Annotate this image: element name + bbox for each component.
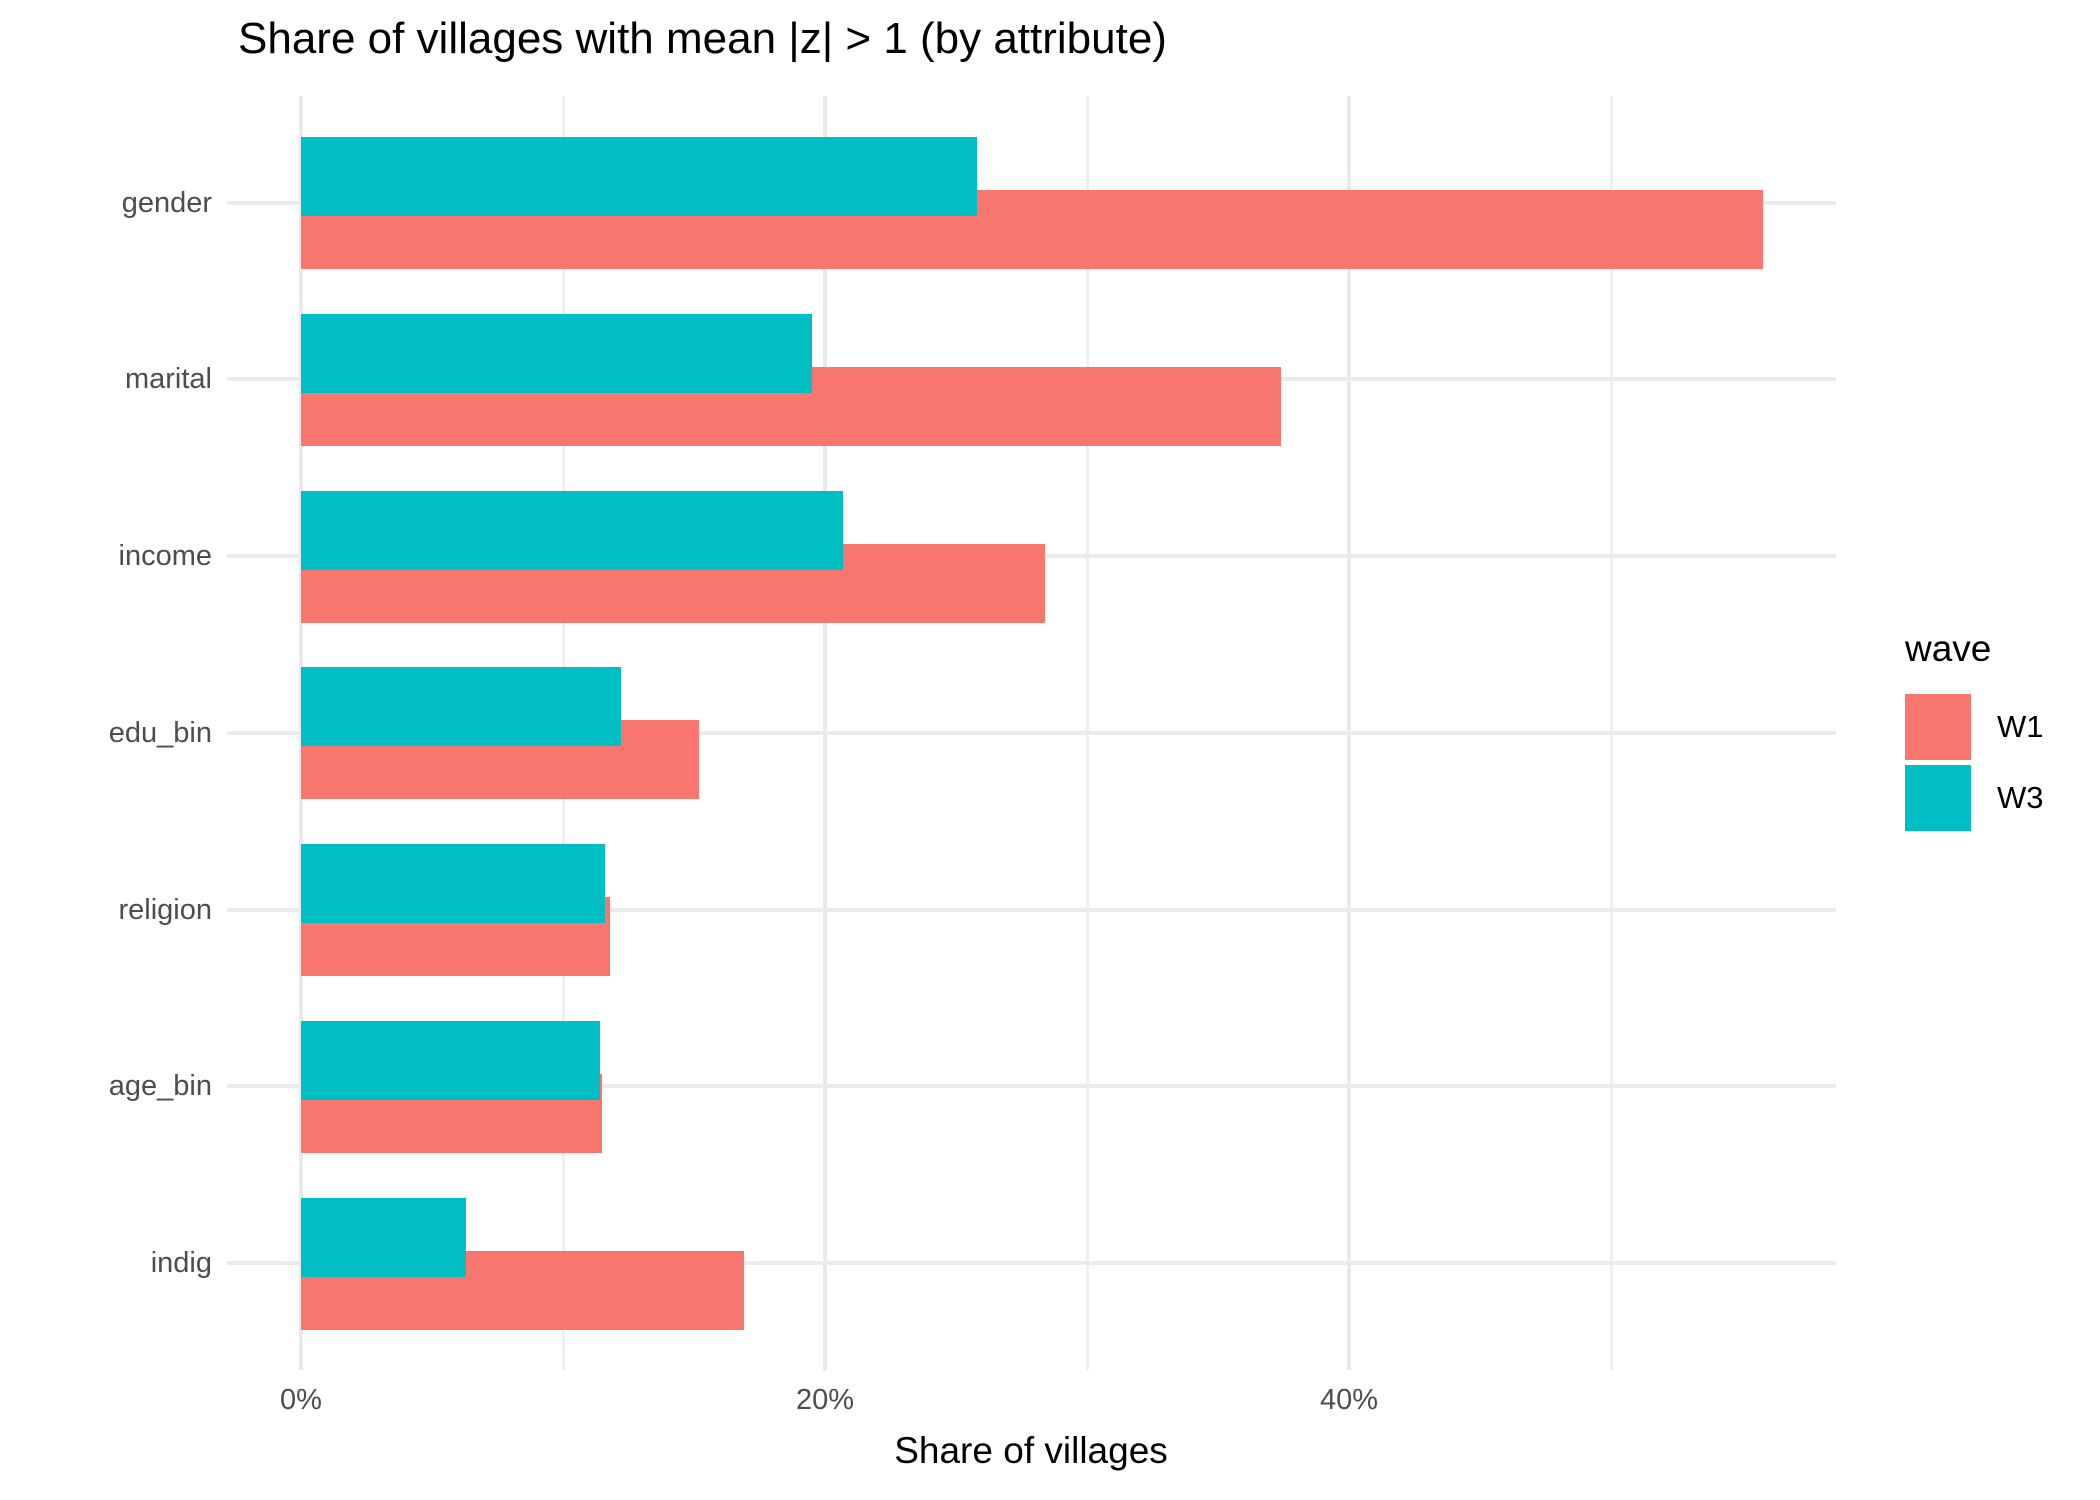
legend-title: wave — [1905, 628, 1992, 669]
gridline-y-indig — [227, 1261, 1836, 1265]
legend-label-W3: W3 — [1997, 780, 2044, 815]
y-axis-label-income: income — [118, 540, 213, 572]
gridline-y-edu_bin — [227, 730, 1836, 735]
chart-title: Share of villages with mean |z| > 1 (by … — [238, 14, 1167, 63]
y-axis-label-marital: marital — [124, 363, 212, 396]
legend-entry-W1: W1 — [1905, 694, 2095, 760]
plot-panel — [227, 96, 1836, 1370]
y-axis-label-gender: gender — [121, 186, 212, 219]
bar-religion-W3 — [301, 844, 605, 923]
bar-indig-W3 — [301, 1197, 467, 1277]
y-axis-label-indig: indig — [150, 1247, 212, 1279]
bar-edu_bin-W3 — [301, 667, 621, 747]
x-axis-title: Share of villages — [894, 1430, 1168, 1471]
y-axis-label-religion: religion — [118, 893, 213, 926]
x-tick-label-20: 20% — [795, 1384, 855, 1416]
x-tick-label-40: 40% — [1319, 1384, 1379, 1416]
legend-entries: W1 W3 — [1905, 694, 2095, 831]
legend-label-W1: W1 — [1997, 709, 2044, 744]
legend-swatch-W3 — [1905, 765, 1971, 831]
x-tick-label-0: 0% — [280, 1384, 322, 1416]
bar-income-W3 — [301, 490, 844, 570]
gridline-y-religion — [227, 907, 1836, 912]
y-axis-label-age_bin: age_bin — [108, 1070, 212, 1103]
bar-age_bin-W3 — [301, 1020, 600, 1100]
y-axis-label-edu_bin: edu_bin — [108, 716, 212, 749]
legend-swatch-W1 — [1905, 694, 1971, 760]
bar-gender-W3 — [301, 137, 977, 216]
legend: wave W1 W3 — [1905, 628, 2095, 836]
legend-entry-W3: W3 — [1905, 765, 2095, 831]
gridline-y-age_bin — [227, 1084, 1836, 1089]
bar-marital-W3 — [301, 313, 812, 393]
